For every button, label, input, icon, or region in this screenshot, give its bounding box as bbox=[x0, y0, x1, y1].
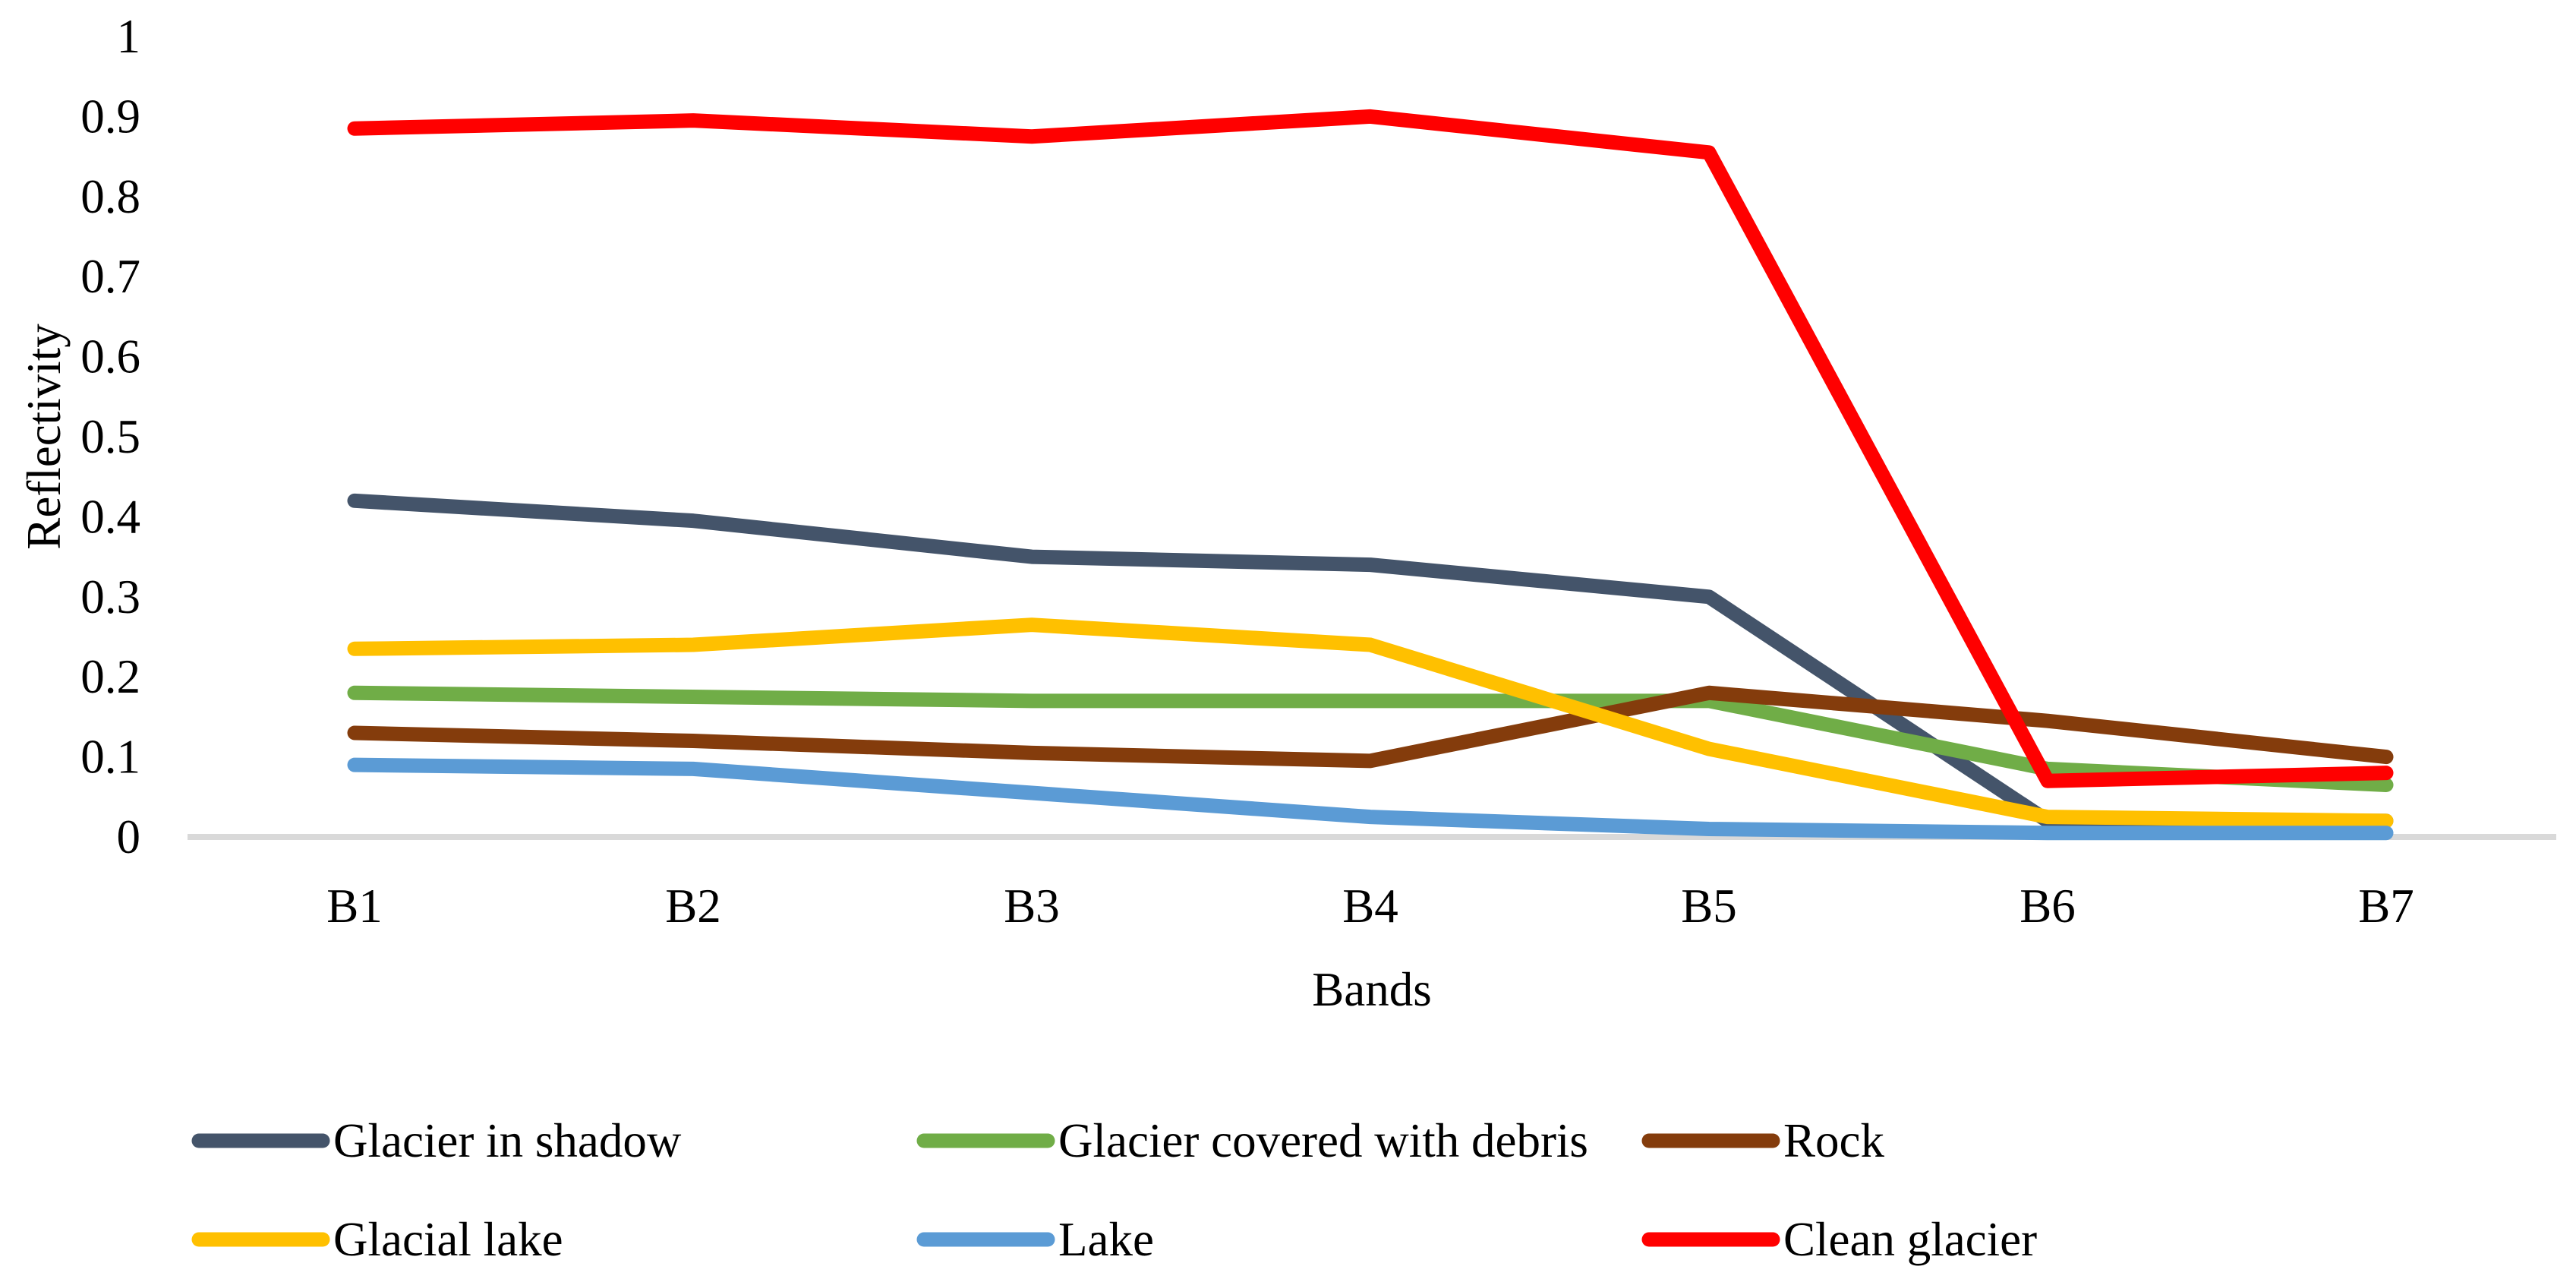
series-lines bbox=[347, 109, 2394, 841]
x-tick-label-b7: B7 bbox=[2358, 879, 2414, 933]
series-line-glacial-lake bbox=[347, 617, 2394, 829]
chart-legend: Glacier in shadow Glacier covered with de… bbox=[191, 1114, 2037, 1266]
legend-label-rock: Rock bbox=[1783, 1114, 1884, 1167]
y-tick-label-0-7: 0.7 bbox=[80, 250, 140, 303]
legend-label-lake: Lake bbox=[1058, 1213, 1154, 1266]
x-tick-label-b3: B3 bbox=[1004, 879, 1060, 933]
x-tick-label-b2: B2 bbox=[665, 879, 721, 933]
y-tick-label-0-1: 0.1 bbox=[80, 731, 140, 784]
y-tick-label-1: 1 bbox=[117, 10, 141, 63]
legend-label-clean-glacier: Clean glacier bbox=[1783, 1213, 2037, 1266]
series-line-rock bbox=[347, 685, 2394, 769]
legend-label-glacier-covered-with-debris: Glacier covered with debris bbox=[1058, 1114, 1588, 1167]
y-axis-title: Reflectivity bbox=[17, 324, 71, 550]
y-tick-label-0-2: 0.2 bbox=[80, 650, 140, 703]
y-tick-label-0-5: 0.5 bbox=[80, 410, 140, 463]
x-tick-label-b1: B1 bbox=[326, 879, 383, 933]
y-tick-label-0-4: 0.4 bbox=[80, 490, 140, 543]
x-tick-label-b5: B5 bbox=[1681, 879, 1737, 933]
x-tick-label-b6: B6 bbox=[2019, 879, 2076, 933]
axis-layer: 0 0.1 0.2 0.3 0.4 0.5 0.6 0.7 0.8 0.9 1 B1 B2 B3 B4 B5 B… bbox=[80, 10, 2556, 933]
legend-label-glacier-in-shadow: Glacier in shadow bbox=[333, 1114, 682, 1167]
y-tick-label-0-6: 0.6 bbox=[80, 330, 140, 384]
x-tick-label-b4: B4 bbox=[1342, 879, 1398, 933]
legend-label-glacial-lake: Glacial lake bbox=[333, 1213, 563, 1266]
y-tick-label-0: 0 bbox=[117, 810, 141, 864]
x-axis-title: Bands bbox=[1312, 963, 1432, 1016]
y-tick-label-0-3: 0.3 bbox=[80, 570, 140, 624]
series-line-lake bbox=[347, 757, 2394, 841]
series-line-clean-glacier bbox=[347, 109, 2394, 788]
y-tick-label-0-9: 0.9 bbox=[80, 90, 140, 143]
y-tick-label-0-8: 0.8 bbox=[80, 170, 140, 223]
